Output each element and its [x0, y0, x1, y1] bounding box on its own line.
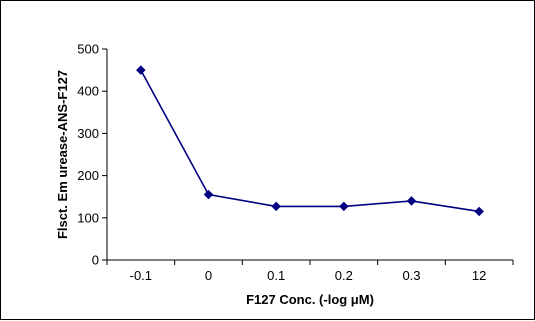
x-tick-label: 0.3 [402, 268, 420, 283]
x-tick-label: 0.1 [267, 268, 285, 283]
y-tick-label: 500 [77, 42, 99, 57]
y-axis: 0 100 200 300 400 500 [77, 42, 108, 268]
x-axis-title: F127 Conc. (-log μM) [246, 292, 374, 307]
x-tick-label: -0.1 [130, 268, 152, 283]
data-point-marker [135, 65, 146, 75]
y-axis-title: Flsct. Em urease-ANS-F127 [55, 70, 70, 239]
y-tick-label: 200 [77, 168, 99, 183]
y-tick-label: 0 [92, 253, 99, 268]
y-tick-label: 100 [77, 210, 99, 225]
series-line [140, 69, 480, 213]
y-tick-label: 300 [77, 126, 99, 141]
x-tick-label: 0 [205, 268, 212, 283]
data-point-marker [271, 201, 282, 212]
x-tick-label: 12 [472, 268, 486, 283]
series-group [135, 65, 485, 217]
data-point-marker [474, 206, 485, 217]
data-point-marker [338, 201, 349, 212]
data-point-marker [203, 189, 214, 200]
x-tick-label: 0.2 [335, 268, 353, 283]
x-axis: -0.1 0 0.1 0.2 0.3 12 [106, 259, 514, 283]
data-point-marker [406, 196, 417, 206]
y-tick-label: 400 [77, 84, 99, 99]
